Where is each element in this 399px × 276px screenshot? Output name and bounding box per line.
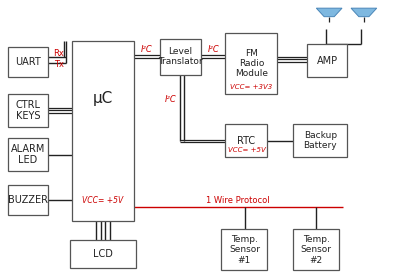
Text: I²C: I²C	[141, 45, 153, 54]
Text: Backup
Battery: Backup Battery	[303, 131, 337, 150]
FancyBboxPatch shape	[72, 41, 134, 221]
FancyBboxPatch shape	[8, 47, 48, 77]
Text: AMP: AMP	[317, 56, 338, 66]
Text: 1 Wire Protocol: 1 Wire Protocol	[205, 197, 269, 205]
FancyBboxPatch shape	[160, 39, 201, 75]
Text: I²C: I²C	[164, 95, 176, 104]
Text: BUZZER: BUZZER	[8, 195, 48, 205]
Text: Temp.
Sensor
#1: Temp. Sensor #1	[229, 235, 260, 265]
Text: Level
Translator: Level Translator	[158, 47, 203, 66]
Text: VCC= +5V: VCC= +5V	[228, 147, 265, 153]
FancyBboxPatch shape	[225, 33, 277, 94]
Text: RTC: RTC	[237, 136, 255, 146]
Text: LCD: LCD	[93, 249, 113, 259]
FancyBboxPatch shape	[8, 138, 48, 171]
FancyBboxPatch shape	[293, 124, 347, 157]
Text: Tx: Tx	[54, 60, 64, 69]
Text: CTRL
KEYS: CTRL KEYS	[16, 100, 40, 121]
Polygon shape	[351, 8, 377, 17]
Text: VCC= +5V: VCC= +5V	[82, 196, 124, 205]
Text: UART: UART	[15, 57, 41, 67]
FancyBboxPatch shape	[307, 44, 347, 77]
Text: I²C: I²C	[208, 45, 220, 54]
Text: ALARM
LED: ALARM LED	[11, 144, 45, 165]
FancyBboxPatch shape	[8, 185, 48, 215]
FancyBboxPatch shape	[221, 229, 267, 270]
FancyBboxPatch shape	[225, 124, 267, 157]
Text: μC: μC	[93, 91, 113, 106]
FancyBboxPatch shape	[70, 240, 136, 268]
FancyBboxPatch shape	[8, 94, 48, 127]
Polygon shape	[316, 8, 342, 17]
FancyBboxPatch shape	[293, 229, 339, 270]
Text: VCC= +3V3: VCC= +3V3	[230, 84, 273, 90]
Text: FM
Radio
Module: FM Radio Module	[235, 49, 268, 78]
Text: Temp.
Sensor
#2: Temp. Sensor #2	[301, 235, 332, 265]
Text: Rx: Rx	[53, 49, 65, 58]
